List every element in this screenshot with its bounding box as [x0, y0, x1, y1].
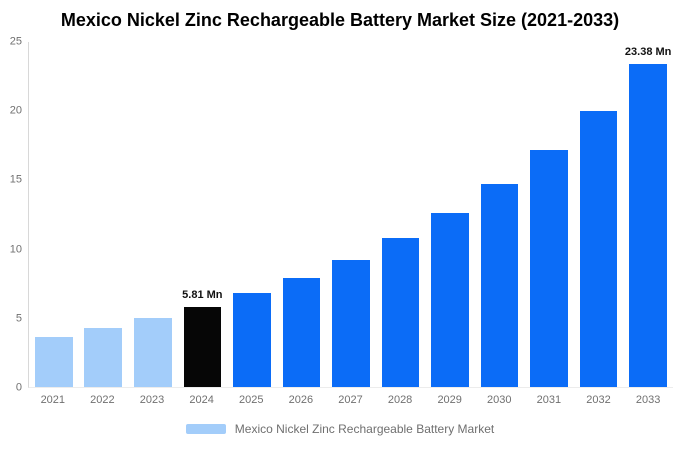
bar-2030 [480, 184, 519, 387]
bar-2023 [134, 318, 172, 387]
x-tick-label-2029: 2029 [437, 394, 462, 406]
bar-2033 [629, 64, 667, 387]
bar-2028 [381, 238, 420, 387]
x-tick-label-2023: 2023 [139, 394, 165, 406]
x-tick-label-2022: 2022 [90, 394, 115, 406]
bar-2027 [332, 259, 370, 387]
bar-2032 [579, 110, 618, 387]
y-tick-label: 15 [9, 173, 22, 186]
bar-column-2022 [79, 42, 129, 387]
bar-2025 [233, 293, 271, 387]
bar-2026 [282, 277, 321, 387]
bar-column-2025 [227, 42, 277, 387]
bar-column-2029 [425, 42, 475, 387]
bar-value-label-2033: 23.38 Mn [624, 46, 672, 59]
bar-2029 [431, 213, 469, 387]
bar-column-2023 [128, 42, 178, 387]
bar-value-label-2024: 5.81 Mn [182, 288, 223, 301]
x-tick-label-2026: 2026 [288, 394, 314, 406]
bar-column-2033: 23.38 Mn [623, 42, 673, 387]
bar-column-2032 [574, 42, 624, 387]
bar-column-2027 [326, 42, 376, 387]
bar-2031 [530, 150, 568, 387]
bar-column-2031 [524, 42, 574, 387]
bar-2021 [34, 336, 73, 387]
x-tick-label-2032: 2032 [586, 394, 611, 406]
x-tick-label-2027: 2027 [338, 394, 363, 406]
chart-title: Mexico Nickel Zinc Rechargeable Battery … [60, 10, 620, 30]
bar-column-2026 [277, 42, 327, 387]
bar-column-2030 [475, 42, 525, 387]
x-tick-label-2030: 2030 [487, 394, 512, 406]
bar-2022 [84, 328, 123, 387]
x-axis-labels: 2021 2022 2023 2024 2025 2026 2027 2028 2029 2030… [28, 388, 673, 406]
x-tick-label-2024: 2024 [189, 394, 214, 406]
x-tick-label-2021: 2021 [40, 394, 66, 406]
bar-column-2024: 5.81 Mn [178, 42, 228, 387]
y-tick-label: 0 [15, 381, 22, 394]
x-tick-label-2028: 2028 [387, 394, 413, 406]
legend: Mexico Nickel Zinc Rechargeable Battery … [0, 422, 680, 436]
x-tick-label-2031: 2031 [536, 394, 562, 406]
legend-swatch [185, 424, 226, 434]
bar-column-2028 [376, 42, 426, 387]
plot-column: 5.81 Mn 23.38 Mn 2021 2022 2023 2024 2025 2026… [28, 42, 673, 406]
bar-2024 [183, 306, 222, 387]
bar-column-2021 [29, 42, 79, 387]
y-axis: 0 5 10 15 20 25 [0, 36, 28, 393]
y-tick-label: 10 [9, 243, 22, 256]
x-tick-label-2025: 2025 [239, 394, 264, 406]
x-tick-label-2033: 2033 [635, 394, 661, 406]
y-tick-label: 5 [15, 312, 22, 325]
plot-area: 5.81 Mn 23.38 Mn [28, 42, 673, 388]
y-tick-label: 20 [9, 104, 22, 117]
legend-label: Mexico Nickel Zinc Rechargeable Battery … [234, 422, 495, 436]
y-tick-label: 25 [9, 35, 22, 48]
plot-region: 0 5 10 15 20 25 5.81 Mn 23.38 Mn 2021 2022 2023 2… [0, 36, 680, 406]
